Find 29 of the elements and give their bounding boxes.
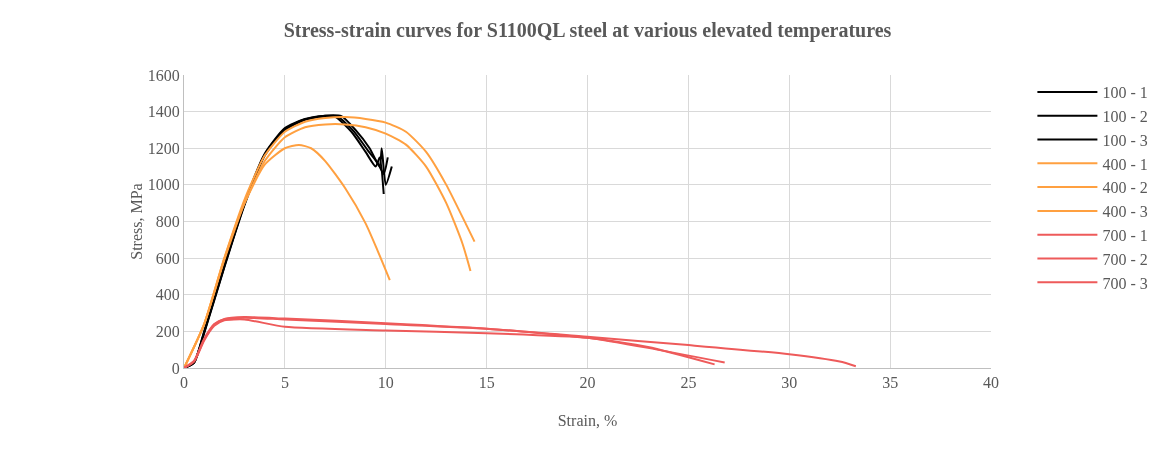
x-tick-label: 5: [280, 374, 289, 392]
x-tick-label: 30: [781, 374, 798, 392]
y-tick-label: 1600: [147, 66, 180, 84]
x-tick-label: 40: [983, 374, 999, 392]
y-tick-label: 200: [155, 322, 180, 340]
legend-label: 400 - 1: [1102, 155, 1148, 173]
x-tick-label: 25: [680, 374, 697, 392]
legend-label: 100 - 2: [1102, 107, 1148, 125]
legend-label: 700 - 2: [1102, 250, 1148, 268]
legend-label: 400 - 3: [1102, 203, 1148, 221]
y-axis-title: Stress, MPa: [128, 183, 145, 260]
y-tick-label: 400: [155, 286, 180, 304]
x-tick-label: 10: [377, 374, 394, 392]
y-tick-label: 1200: [147, 139, 180, 157]
x-tick-label: 15: [478, 374, 495, 392]
y-tick-label: 800: [155, 213, 180, 231]
legend-label: 700 - 1: [1102, 226, 1148, 244]
legend-label: 100 - 3: [1102, 131, 1148, 149]
chart-title: Stress-strain curves for S1100QL steel at various elevated temperatures: [283, 18, 892, 42]
x-axis-title: Strain, %: [557, 412, 618, 429]
legend-label: 700 - 3: [1102, 274, 1148, 292]
x-tick-label: 20: [579, 374, 596, 392]
y-tick-label: 600: [155, 249, 180, 267]
x-tick-label: 35: [882, 374, 899, 392]
y-tick-label: 1400: [147, 103, 180, 121]
y-tick-label: 0: [171, 359, 180, 377]
legend-label: 400 - 2: [1102, 179, 1148, 197]
y-tick-label: 1000: [147, 176, 180, 194]
legend-label: 100 - 1: [1102, 84, 1148, 102]
